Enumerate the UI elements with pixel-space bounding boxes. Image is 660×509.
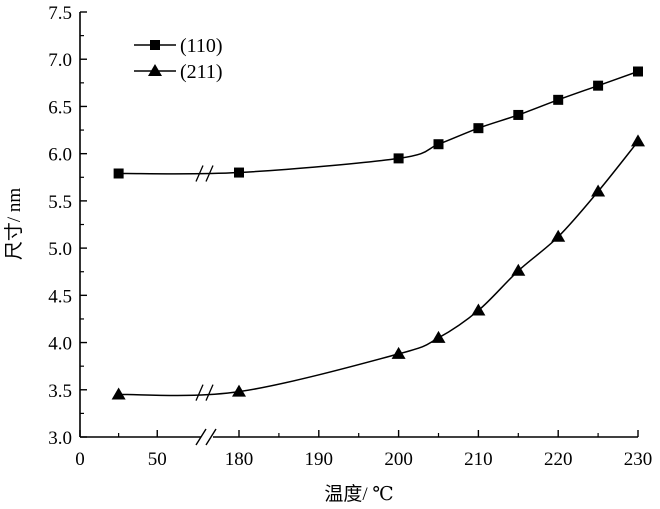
y-tick-label: 4.0 — [48, 334, 72, 355]
y-tick-label: 4.5 — [48, 286, 72, 307]
y-axis-label: 尺寸/ nm — [3, 188, 25, 261]
data-point-square — [393, 153, 404, 164]
axis-break-marker — [195, 428, 217, 446]
x-tick-label: 230 — [624, 449, 653, 470]
y-tick-label: 5.5 — [48, 192, 72, 213]
data-point-triangle — [111, 387, 126, 400]
y-tick-label: 6.0 — [48, 145, 72, 166]
data-point-square — [234, 167, 244, 178]
data-point-square — [593, 80, 604, 91]
y-tick-label: 7.5 — [48, 3, 72, 24]
data-point-square — [633, 66, 643, 77]
x-tick-label: 0 — [75, 449, 85, 470]
y-tick-label: 3.5 — [48, 381, 72, 402]
legend-label: (110) — [180, 35, 223, 57]
y-tick-label: 7.0 — [48, 50, 72, 71]
x-tick-label: 190 — [305, 449, 334, 470]
data-point-square — [553, 94, 564, 105]
data-point-triangle — [391, 346, 406, 359]
y-tick-label: 6.5 — [48, 97, 72, 118]
data-point-triangle — [631, 134, 645, 147]
data-point-triangle — [591, 184, 606, 197]
data-point-square — [433, 139, 444, 150]
y-tick-label: 5.0 — [48, 239, 72, 260]
series-markers — [111, 66, 645, 400]
data-point-square — [113, 168, 124, 179]
data-point-triangle — [232, 384, 246, 397]
x-tick-label: 220 — [544, 449, 573, 470]
y-tick-label: 3.0 — [48, 428, 72, 449]
data-point-triangle — [471, 303, 486, 316]
data-point-triangle — [511, 263, 526, 276]
data-point-triangle — [551, 229, 566, 242]
axes: 3.0 3.5 4.0 4.5 5.0 5.5 6.0 6.5 7.0 7.5 0 50 180 190 2… — [48, 3, 652, 470]
data-point-square — [513, 109, 524, 120]
legend-marker-square — [150, 40, 160, 50]
line-break-marker — [195, 384, 214, 401]
x-axis-label: 温度/ ℃ — [324, 483, 393, 505]
x-tick-label: 50 — [148, 449, 167, 470]
x-tick-label: 210 — [464, 449, 493, 470]
legend-marker-triangle — [148, 64, 162, 76]
data-point-triangle — [431, 330, 446, 343]
series-line-0 — [118, 70, 639, 175]
x-tick-label: 200 — [384, 449, 413, 470]
legend: (110) (211) — [134, 35, 223, 83]
data-point-square — [473, 123, 484, 134]
legend-label: (211) — [180, 61, 223, 83]
x-tick-label: 180 — [225, 449, 254, 470]
